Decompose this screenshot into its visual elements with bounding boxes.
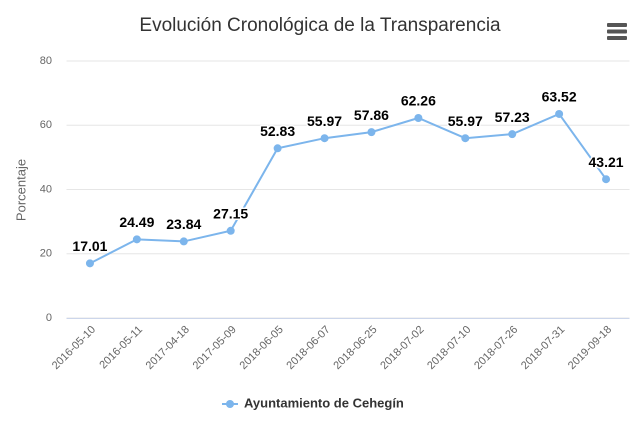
data-point — [85, 259, 94, 268]
y-axis-label: Porcentaje — [13, 159, 28, 221]
data-label: 55.97 — [307, 113, 342, 129]
data-label: 23.84 — [166, 216, 201, 232]
data-label: 24.49 — [119, 214, 154, 230]
y-tick-label: 20 — [40, 248, 52, 260]
series-line — [89, 112, 607, 265]
legend-symbol — [226, 400, 234, 408]
menu-button[interactable] — [607, 23, 627, 40]
y-tick-label: 60 — [40, 119, 52, 131]
data-point — [461, 134, 470, 143]
data-point — [367, 128, 376, 137]
data-point — [320, 134, 329, 143]
data-label: 57.23 — [495, 109, 530, 125]
legend-item[interactable]: Ayuntamiento de Cehegín — [222, 395, 404, 410]
y-tick-label: 80 — [40, 55, 52, 67]
data-label: 63.52 — [542, 89, 577, 105]
data-point — [602, 175, 611, 184]
y-tick-label: 40 — [40, 183, 52, 195]
data-label: 43.21 — [589, 154, 624, 170]
data-point — [414, 113, 423, 122]
data-label: 57.86 — [354, 107, 389, 123]
menu-bar — [607, 23, 627, 27]
data-label: 62.26 — [401, 93, 436, 109]
data-label: 17.01 — [72, 238, 107, 254]
data-point — [179, 237, 188, 246]
legend-label: Ayuntamiento de Cehegín — [244, 395, 404, 410]
y-tick-label: 0 — [46, 312, 52, 324]
menu-bar — [607, 36, 627, 40]
data-point — [555, 109, 564, 118]
chart-title: Evolución Cronológica de la Transparenci… — [139, 15, 501, 36]
data-point — [273, 144, 282, 153]
data-label: 52.83 — [260, 123, 295, 139]
data-point — [508, 130, 517, 139]
data-label: 55.97 — [448, 113, 483, 129]
data-label: 27.15 — [213, 205, 248, 221]
menu-bar — [607, 29, 627, 34]
data-point — [132, 235, 141, 244]
data-point — [226, 226, 235, 235]
